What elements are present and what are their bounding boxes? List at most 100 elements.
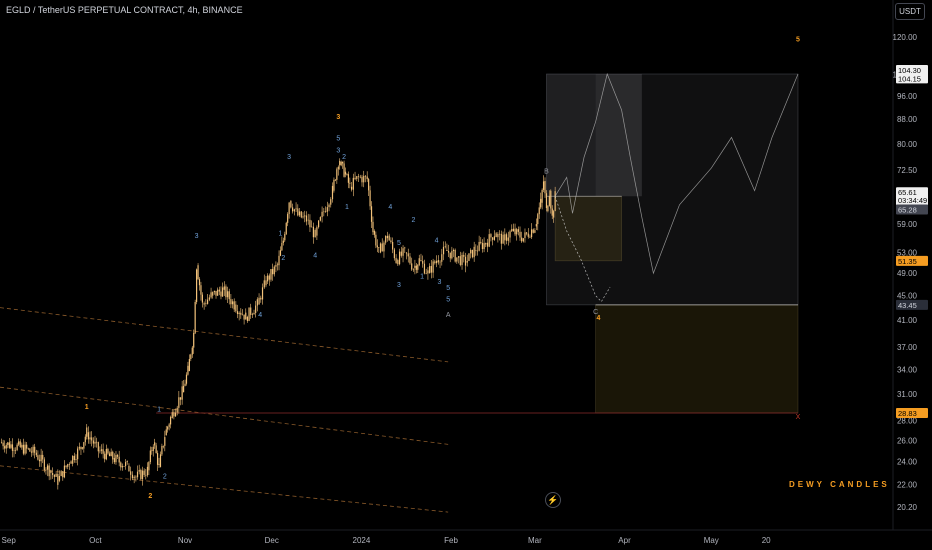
channel-line [0, 307, 449, 363]
candle-body [65, 465, 67, 467]
candle-body [343, 163, 345, 177]
candle-body [145, 474, 147, 476]
candle-body [2, 442, 4, 447]
candle-body [542, 181, 545, 190]
candle-body [228, 291, 230, 300]
wave-label: 1 [85, 404, 89, 411]
candle-body [425, 273, 427, 274]
candle-body [457, 256, 460, 258]
lightning-icon[interactable]: ⚡ [545, 492, 561, 508]
currency-button[interactable]: USDT [895, 3, 925, 20]
candle-body [100, 449, 103, 451]
candle-body [452, 249, 455, 252]
price-badge-text: 65.61 [898, 188, 917, 197]
candle-body [146, 466, 149, 476]
candle-body [265, 280, 267, 286]
wave-label: 1 [279, 231, 283, 238]
candle-body [422, 260, 424, 264]
candle-body [121, 466, 123, 468]
candle-body [346, 174, 348, 175]
candle-body [337, 166, 339, 170]
candle-body [270, 269, 272, 280]
candle-body [333, 179, 335, 191]
candle-body [43, 459, 45, 471]
candle-body [256, 299, 258, 306]
candle-body [490, 234, 492, 238]
price-badge-text: 28.83 [898, 409, 917, 418]
candle-body [78, 446, 80, 449]
candle-body [112, 451, 114, 460]
candle-body [120, 462, 122, 468]
candle-body [417, 264, 419, 270]
candle-body [161, 446, 163, 455]
candle-body [248, 307, 250, 321]
candle-body [485, 243, 487, 245]
candle-body [7, 442, 9, 445]
candle-body [441, 254, 443, 262]
candle-body [292, 207, 294, 212]
candle-body [475, 250, 477, 251]
candle-body [545, 193, 548, 209]
candle-body [143, 470, 145, 475]
candle-body [516, 229, 518, 235]
candle-body [423, 263, 426, 274]
candle-body [68, 464, 70, 465]
candle-body [5, 444, 7, 449]
candle-body [393, 249, 395, 259]
wave-label: 2 [163, 473, 167, 480]
wave-label: 4 [388, 204, 392, 211]
candle-body [89, 437, 91, 440]
candle-body [282, 240, 284, 243]
candle-body [22, 444, 25, 454]
candle-body [167, 426, 169, 430]
candle-body [395, 258, 397, 263]
candle-body [136, 471, 139, 478]
wave-label: 1 [157, 406, 161, 413]
candle-body [495, 233, 497, 238]
candle-body [40, 454, 42, 462]
candle-body [442, 246, 445, 255]
candle-body [62, 471, 64, 478]
candle-body [46, 465, 49, 470]
candle-body [57, 473, 59, 485]
candle-body [456, 257, 458, 262]
candle-body [32, 446, 34, 453]
candle-body [298, 211, 301, 216]
y-tick-label: 28.00 [897, 417, 918, 426]
candle-body [466, 260, 468, 263]
candle-body [287, 214, 289, 223]
candle-body [165, 429, 167, 436]
candle-body [553, 211, 555, 218]
candle-body [480, 241, 482, 243]
candle-body [130, 471, 132, 475]
candle-body [190, 354, 192, 359]
wave-label: 4 [435, 238, 439, 245]
wave-label: B [544, 169, 549, 176]
candle-body [481, 242, 484, 250]
candle-body [375, 234, 377, 246]
candle-body [14, 449, 17, 451]
price-badge-text: 03:34:49 [898, 196, 927, 205]
candle-body [432, 261, 434, 273]
candle-body [324, 211, 327, 212]
candle-body [300, 211, 302, 218]
candle-body [236, 311, 239, 315]
candle-body [97, 442, 99, 452]
candle-body [272, 269, 274, 275]
candle-body [363, 175, 365, 183]
candle-body [478, 241, 480, 251]
candle-body [284, 234, 286, 241]
x-tick-label: 20 [762, 536, 771, 545]
candle-body [191, 347, 193, 355]
candle-body [409, 256, 411, 264]
x-tick-label: Oct [89, 536, 102, 545]
candle-body [159, 454, 162, 467]
candle-body [19, 441, 21, 447]
candle-body [430, 266, 432, 273]
candle-body [509, 231, 511, 238]
candle-body [158, 463, 160, 465]
candle-body [407, 253, 409, 257]
y-tick-label: 53.00 [897, 248, 918, 257]
candle-body [534, 230, 536, 233]
